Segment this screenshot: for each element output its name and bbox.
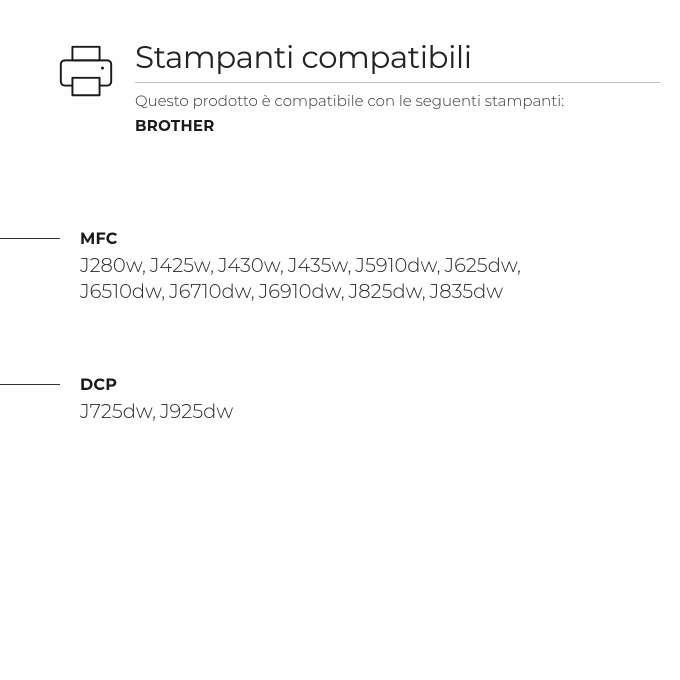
header-text: Stampanti compatibili Questo prodotto è …	[135, 38, 660, 135]
brand-label: BROTHER	[135, 116, 660, 135]
printer-icon	[55, 40, 117, 107]
series-models: J280w, J425w, J430w, J435w, J5910dw, J62…	[80, 253, 540, 304]
header: Stampanti compatibili Questo prodotto è …	[0, 0, 680, 135]
series-models: J725dw, J925dw	[80, 399, 540, 425]
divider	[135, 82, 660, 83]
tick-mark	[0, 238, 60, 239]
series-name: DCP	[80, 376, 620, 395]
series-block-mfc: MFC J280w, J425w, J430w, J435w, J5910dw,…	[0, 230, 680, 304]
subtitle: Questo prodotto è compatibile con le seg…	[135, 91, 660, 110]
series-name: MFC	[80, 230, 620, 249]
series-block-dcp: DCP J725dw, J925dw	[0, 376, 680, 425]
page-title: Stampanti compatibili	[135, 38, 660, 76]
tick-mark	[0, 384, 60, 385]
